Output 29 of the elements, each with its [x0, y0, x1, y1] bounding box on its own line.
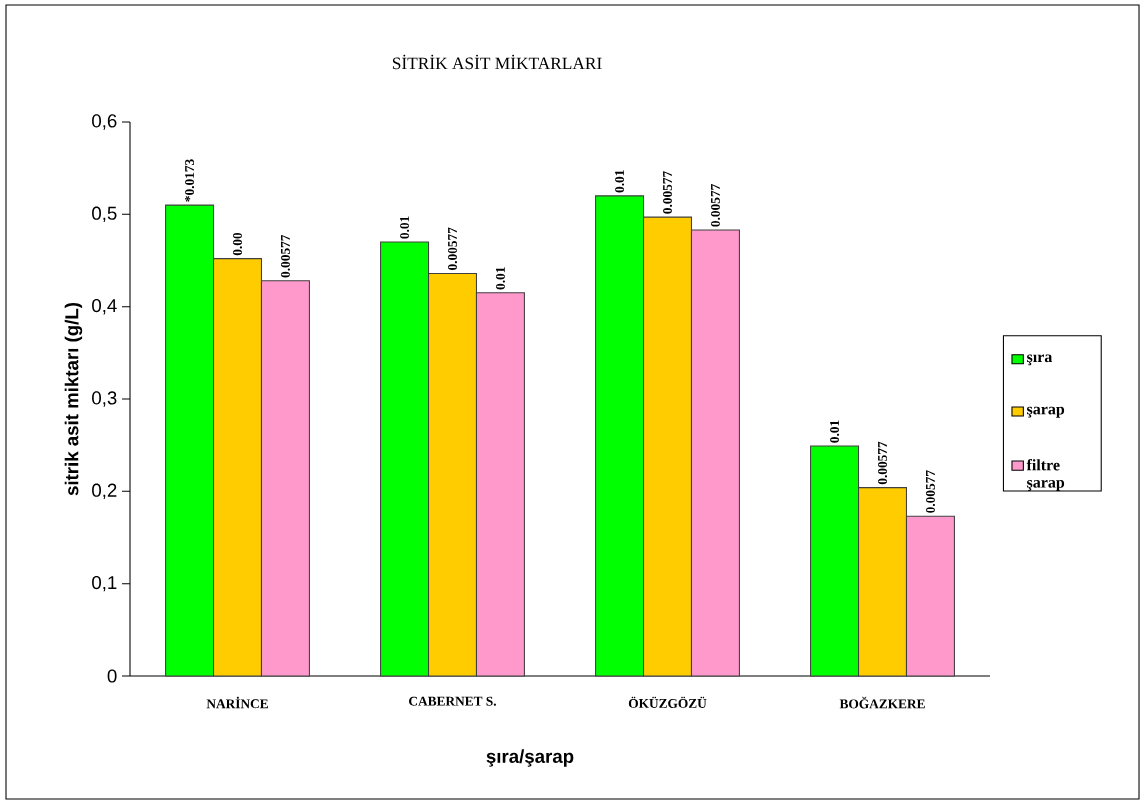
annotation: 0.00577 [710, 184, 720, 227]
annotation: *0.0173 [185, 159, 195, 202]
annotation: 0.00577 [662, 171, 673, 214]
y-tick-label: 0,2 [92, 483, 117, 500]
annotation: 0.00577 [280, 234, 290, 278]
annotation: 0.00577 [877, 441, 888, 485]
legend-label: şıra [1027, 354, 1053, 366]
y-tick-label: 0,1 [92, 575, 117, 592]
y-tick-label: 0,6 [92, 114, 117, 130]
legend-label: filtre şarap [1026, 458, 1065, 491]
x-tick-label: CABERNET S. [409, 696, 496, 706]
y-tick-label: 0,5 [92, 206, 117, 223]
annotation: 0.00577 [447, 227, 458, 270]
x-tick-label: BOĞAZKERE [839, 696, 925, 709]
annotation: 0.00 [232, 232, 243, 256]
chart-title: SİTRİK ASİT MİKTARLARI [392, 54, 602, 70]
y-tick-label: 0 [107, 669, 117, 683]
annotation: 0.01 [830, 420, 840, 443]
x-tick-label: NARİNCE [206, 696, 268, 709]
legend-label: şarap [1027, 406, 1065, 418]
y-tick-label: 0,3 [92, 391, 117, 407]
annotation: 0.00577 [925, 470, 935, 513]
y-tick-label: 0,4 [92, 298, 117, 315]
annotation: 0.01 [495, 267, 505, 290]
annotation: 0.01 [615, 170, 625, 193]
annotation: 0.01 [400, 216, 410, 239]
x-axis-title: şıra/şarap [486, 749, 574, 767]
y-axis-title: sitrik asit miktarı (g/L) [64, 302, 83, 496]
x-tick-label: ÖKÜZGÖZÜ [628, 696, 707, 708]
